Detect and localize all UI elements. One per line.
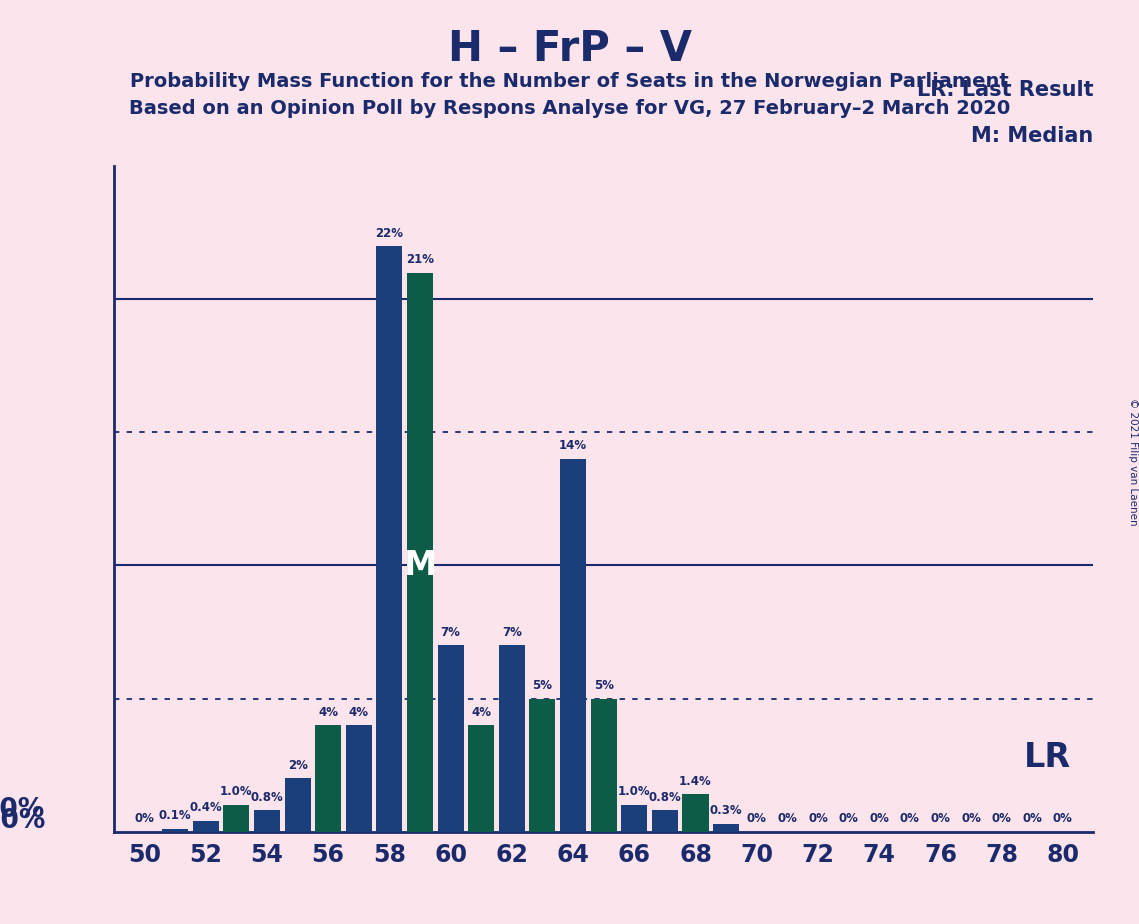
Bar — [530, 699, 556, 832]
Text: 5%: 5% — [593, 679, 614, 692]
Text: 0.4%: 0.4% — [189, 801, 222, 814]
Bar — [316, 725, 342, 832]
Bar — [407, 273, 433, 832]
Bar — [560, 459, 587, 832]
Bar — [621, 805, 647, 832]
Text: H – FrP – V: H – FrP – V — [448, 28, 691, 69]
Text: M: M — [403, 549, 436, 582]
Bar — [652, 810, 678, 832]
Text: 1.4%: 1.4% — [679, 774, 712, 787]
Bar — [162, 829, 188, 832]
Bar — [376, 246, 402, 832]
Text: 10%: 10% — [0, 808, 46, 834]
Bar — [437, 645, 464, 832]
Text: 0%: 0% — [869, 812, 890, 825]
Text: 7%: 7% — [502, 626, 522, 638]
Bar — [682, 795, 708, 832]
Text: 0%: 0% — [134, 812, 155, 825]
Text: LR: LR — [1024, 741, 1071, 773]
Text: 4%: 4% — [472, 706, 491, 719]
Text: 0.8%: 0.8% — [648, 791, 681, 804]
Text: 1.0%: 1.0% — [618, 785, 650, 798]
Text: 0%: 0% — [778, 812, 797, 825]
Text: 0%: 0% — [931, 812, 950, 825]
Text: 4%: 4% — [349, 706, 369, 719]
Text: 21%: 21% — [405, 253, 434, 266]
Text: 5%: 5% — [532, 679, 552, 692]
Text: 0.8%: 0.8% — [251, 791, 284, 804]
Text: 0%: 0% — [900, 812, 919, 825]
Bar — [591, 699, 616, 832]
Text: 0%: 0% — [1052, 812, 1073, 825]
Bar — [223, 805, 249, 832]
Bar — [713, 823, 739, 832]
Text: 0%: 0% — [838, 812, 859, 825]
Text: 20%: 20% — [0, 797, 46, 823]
Bar — [285, 778, 311, 832]
Text: 0%: 0% — [961, 812, 981, 825]
Text: 0.3%: 0.3% — [710, 804, 743, 817]
Text: © 2021 Filip van Laenen: © 2021 Filip van Laenen — [1129, 398, 1138, 526]
Text: 2%: 2% — [288, 759, 308, 772]
Text: LR: Last Result: LR: Last Result — [917, 79, 1093, 100]
Text: 14%: 14% — [559, 440, 587, 453]
Text: Based on an Opinion Poll by Respons Analyse for VG, 27 February–2 March 2020: Based on an Opinion Poll by Respons Anal… — [129, 99, 1010, 118]
Bar — [346, 725, 371, 832]
Text: 0%: 0% — [808, 812, 828, 825]
Text: 1.0%: 1.0% — [220, 785, 253, 798]
Text: 22%: 22% — [376, 226, 403, 239]
Text: 0%: 0% — [992, 812, 1011, 825]
Text: 0%: 0% — [747, 812, 767, 825]
Text: 0%: 0% — [1023, 812, 1042, 825]
Bar — [254, 810, 280, 832]
Text: 7%: 7% — [441, 626, 460, 638]
Bar — [468, 725, 494, 832]
Bar — [499, 645, 525, 832]
Text: 0.1%: 0.1% — [158, 809, 191, 822]
Text: M: Median: M: Median — [972, 127, 1093, 146]
Text: Probability Mass Function for the Number of Seats in the Norwegian Parliament: Probability Mass Function for the Number… — [130, 72, 1009, 91]
Bar — [192, 821, 219, 832]
Text: 4%: 4% — [318, 706, 338, 719]
